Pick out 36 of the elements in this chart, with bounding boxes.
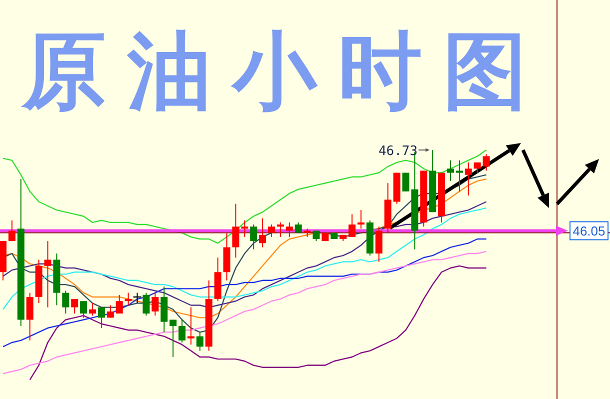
candlestick	[80, 300, 88, 318]
candlestick	[152, 292, 159, 316]
candlestick	[232, 203, 240, 258]
chart-title: 原油小时图	[20, 22, 527, 120]
candlestick	[286, 222, 293, 238]
candlestick	[447, 160, 454, 182]
text: 46.05	[572, 224, 606, 239]
candlestick	[196, 332, 204, 352]
candlestick	[348, 214, 356, 238]
candlestick	[250, 224, 258, 250]
candlestick	[456, 160, 463, 192]
candlestick	[268, 224, 275, 238]
candlestick	[241, 220, 248, 238]
candlestick	[187, 306, 194, 346]
candlestick	[482, 154, 490, 172]
candlestick	[259, 218, 266, 248]
candlestick	[464, 162, 472, 196]
candlestick	[89, 302, 96, 316]
candlestick	[358, 210, 364, 230]
candlestick	[124, 292, 132, 306]
candlestick	[116, 294, 123, 314]
candlestick	[276, 222, 284, 238]
candlestick	[62, 290, 70, 314]
candlestick	[170, 319, 177, 358]
candlestick	[26, 292, 34, 341]
candlestick	[178, 319, 186, 344]
candlestick	[44, 240, 52, 308]
candlestick	[8, 220, 16, 242]
candlestick	[71, 298, 78, 314]
candlestick	[142, 292, 150, 316]
candlestick	[375, 226, 382, 262]
candlestick	[312, 230, 320, 242]
candlestick	[294, 222, 302, 234]
annotation: 46.73	[378, 144, 418, 159]
candlestick	[98, 306, 105, 329]
candlestick	[106, 304, 114, 318]
